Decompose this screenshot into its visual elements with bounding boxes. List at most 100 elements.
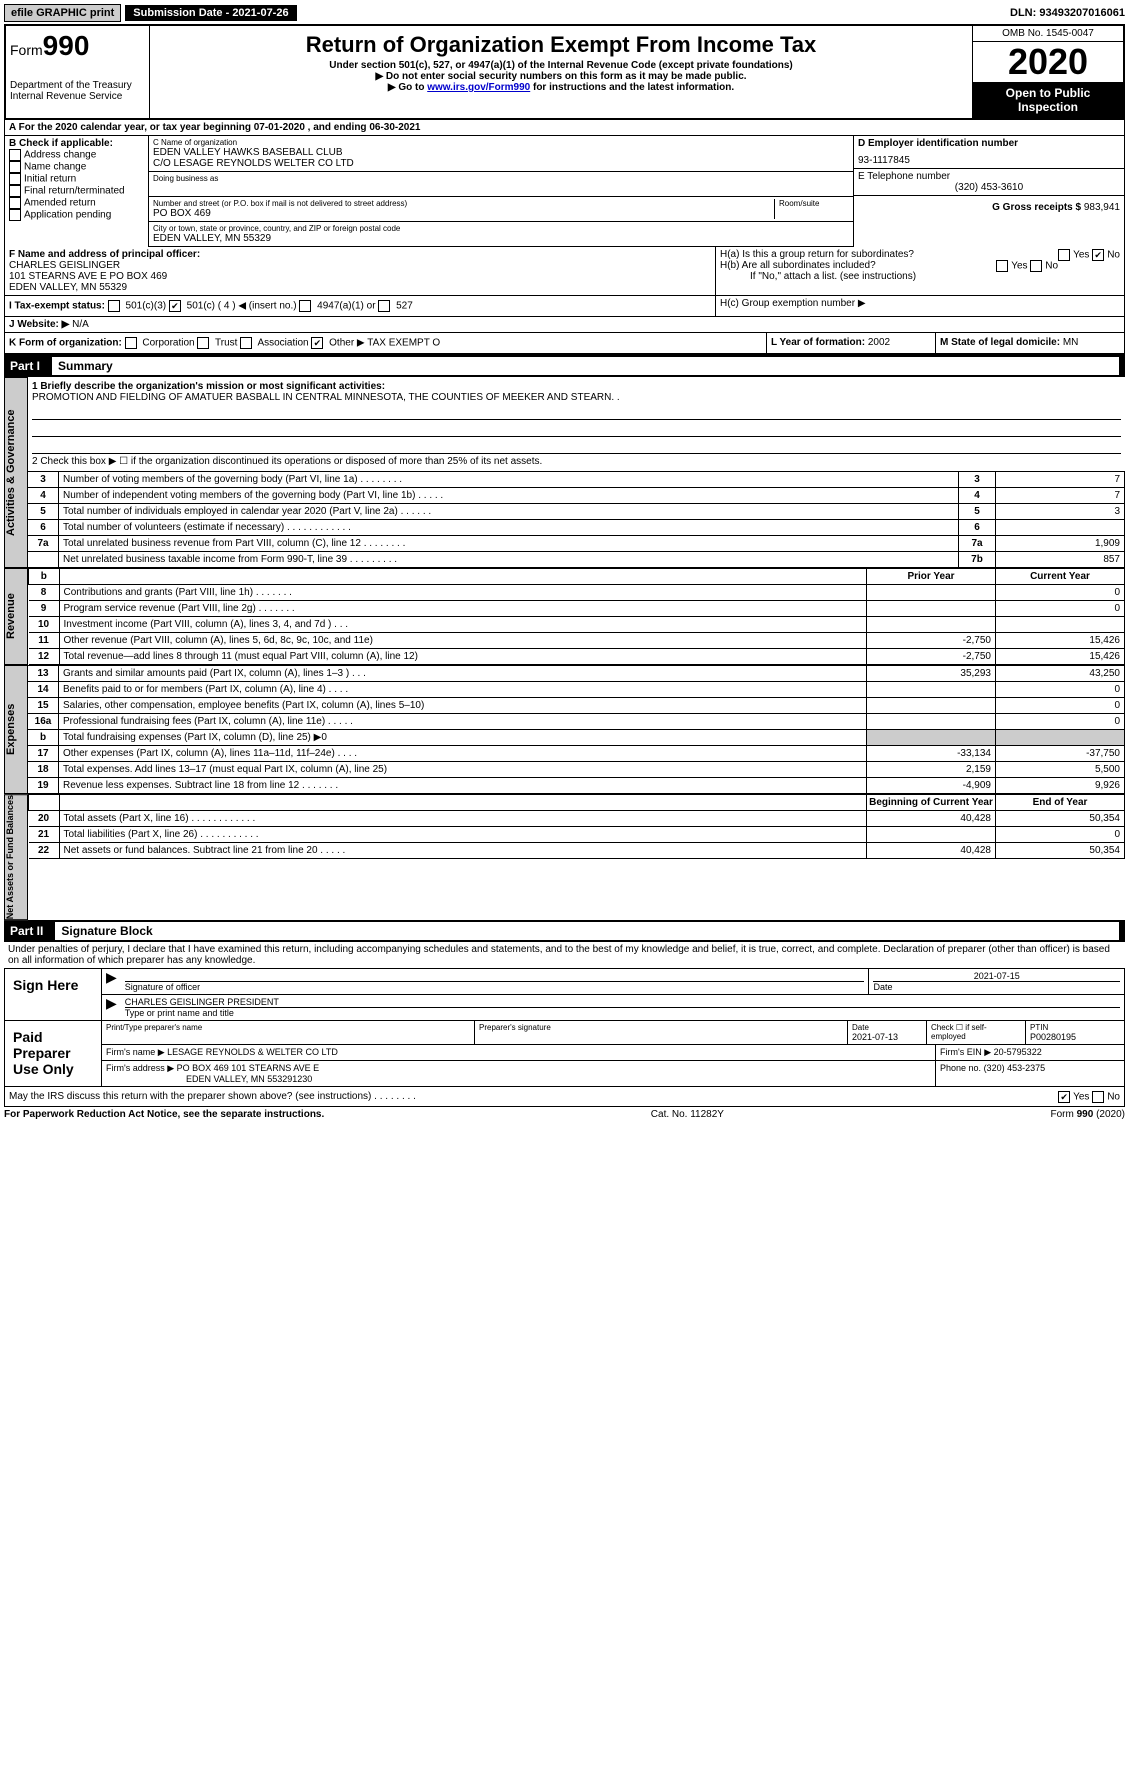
discuss-yes[interactable]: ✔: [1058, 1091, 1070, 1103]
chk-other[interactable]: ✔: [311, 337, 323, 349]
year-formation-value: 2002: [868, 337, 890, 348]
ein-label: D Employer identification number: [858, 138, 1120, 149]
chk-501c3[interactable]: [108, 300, 120, 312]
footer: For Paperwork Reduction Act Notice, see …: [4, 1107, 1125, 1122]
ptin-value: P00280195: [1030, 1032, 1120, 1042]
subtitle-1: Under section 501(c), 527, or 4947(a)(1)…: [154, 60, 968, 71]
entity-info-block: B Check if applicable: Address change Na…: [4, 136, 1125, 355]
chk-4947[interactable]: [299, 300, 311, 312]
city-label: City or town, state or province, country…: [153, 224, 849, 233]
table-row: 4Number of independent voting members of…: [28, 488, 1125, 504]
table-row: 15Salaries, other compensation, employee…: [28, 698, 1125, 714]
vlabel-expenses: Expenses: [4, 665, 28, 794]
chk-address[interactable]: Address change: [9, 149, 144, 161]
tax-period: A For the 2020 calendar year, or tax yea…: [4, 120, 1125, 136]
sig-date-label: Date: [873, 981, 1120, 992]
chk-final[interactable]: Final return/terminated: [9, 185, 144, 197]
table-row: 7aTotal unrelated business revenue from …: [28, 536, 1125, 552]
expenses-table: 13Grants and similar amounts paid (Part …: [28, 665, 1125, 794]
part1-header: Part I Summary: [4, 355, 1125, 377]
table-row: Net unrelated business taxable income fr…: [28, 552, 1125, 568]
gross-label: G Gross receipts $: [992, 202, 1081, 213]
tax-status-label: I Tax-exempt status:: [9, 301, 105, 312]
group-ha: H(a) Is this a group return for subordin…: [720, 249, 1120, 260]
arrow-icon: ▶: [102, 995, 121, 1020]
efile-button[interactable]: efile GRAPHIC print: [4, 4, 121, 22]
group-hb-note: If "No," attach a list. (see instruction…: [720, 271, 1120, 282]
vlabel-governance: Activities & Governance: [4, 377, 28, 568]
sign-here-label: Sign Here: [5, 969, 102, 1020]
subtitle-2: ▶ Do not enter social security numbers o…: [154, 71, 968, 82]
website-label: J Website: ▶: [9, 319, 69, 330]
org-city: EDEN VALLEY, MN 55329: [153, 233, 849, 244]
chk-trust[interactable]: [197, 337, 209, 349]
firm-city: EDEN VALLEY, MN 553291230: [106, 1074, 931, 1084]
perjury-statement: Under penalties of perjury, I declare th…: [4, 942, 1125, 968]
part2-header: Part II Signature Block: [4, 920, 1125, 942]
form-org-label: K Form of organization:: [9, 338, 122, 349]
dln-label: DLN: 93493207016061: [1010, 7, 1125, 19]
firm-phone: (320) 453-2375: [984, 1063, 1046, 1073]
table-row: 3Number of voting members of the governi…: [28, 472, 1125, 488]
table-row: 20Total assets (Part X, line 16) . . . .…: [29, 811, 1125, 827]
sig-date: 2021-07-15: [873, 971, 1120, 981]
chk-initial[interactable]: Initial return: [9, 173, 144, 185]
discuss-no[interactable]: [1092, 1091, 1104, 1103]
table-row: 8Contributions and grants (Part VIII, li…: [29, 585, 1125, 601]
chk-501c[interactable]: ✔: [169, 300, 181, 312]
chk-pending[interactable]: Application pending: [9, 209, 144, 221]
form-title: Return of Organization Exempt From Incom…: [154, 32, 968, 58]
checkbox-header: B Check if applicable:: [9, 138, 144, 149]
omb-number: OMB No. 1545-0047: [973, 26, 1123, 42]
table-row: 5Total number of individuals employed in…: [28, 504, 1125, 520]
mission-question: 1 Briefly describe the organization's mi…: [32, 381, 1121, 392]
ptin-label: PTIN: [1030, 1023, 1120, 1032]
ein-value: 93-1117845: [858, 155, 1120, 166]
vlabel-revenue: Revenue: [4, 568, 28, 665]
firm-addr: PO BOX 469 101 STEARNS AVE E: [177, 1063, 319, 1073]
org-name-label: C Name of organization: [153, 138, 849, 147]
chk-corp[interactable]: [125, 337, 137, 349]
website-value: N/A: [72, 319, 89, 330]
other-value: TAX EXEMPT O: [367, 338, 440, 349]
officer-label: F Name and address of principal officer:: [9, 249, 711, 260]
open-inspection-badge: Open to Public Inspection: [973, 82, 1123, 118]
form-ref: Form 990 (2020): [1051, 1109, 1125, 1120]
firm-addr-label: Firm's address ▶: [106, 1063, 174, 1073]
irs-link[interactable]: www.irs.gov/Form990: [427, 82, 530, 93]
firm-ein: 20-5795322: [994, 1047, 1042, 1057]
table-row: 22Net assets or fund balances. Subtract …: [29, 843, 1125, 859]
addr-label: Number and street (or P.O. box if mail i…: [153, 199, 774, 208]
phone-label: E Telephone number: [858, 171, 1120, 182]
org-care-of: C/O LESAGE REYNOLDS WELTER CO LTD: [153, 158, 849, 169]
org-name: EDEN VALLEY HAWKS BASEBALL CLUB: [153, 147, 849, 158]
chk-assoc[interactable]: [240, 337, 252, 349]
chk-amended[interactable]: Amended return: [9, 197, 144, 209]
domicile-label: M State of legal domicile:: [940, 337, 1060, 348]
submission-date-button[interactable]: Submission Date - 2021-07-26: [125, 5, 296, 21]
line-2: 2 Check this box ▶ ☐ if the organization…: [32, 456, 1121, 467]
firm-ein-label: Firm's EIN ▶: [940, 1047, 991, 1057]
pra-notice: For Paperwork Reduction Act Notice, see …: [4, 1109, 324, 1120]
table-row: 17Other expenses (Part IX, column (A), l…: [28, 746, 1125, 762]
sig-officer-label: Signature of officer: [125, 981, 865, 992]
org-address: PO BOX 469: [153, 208, 774, 219]
table-row: 18Total expenses. Add lines 13–17 (must …: [28, 762, 1125, 778]
dba-label: Doing business as: [153, 174, 849, 183]
paid-preparer-block: Paid Preparer Use Only Print/Type prepar…: [4, 1021, 1125, 1087]
table-row: 11Other revenue (Part VIII, column (A), …: [29, 633, 1125, 649]
form-number: Form990: [10, 30, 145, 62]
sign-here-block: Sign Here ▶ Signature of officer 2021-07…: [4, 968, 1125, 1021]
chk-name[interactable]: Name change: [9, 161, 144, 173]
officer-printed-name: CHARLES GEISLINGER PRESIDENT: [125, 997, 1120, 1007]
arrow-icon: ▶: [102, 969, 121, 994]
table-row: 12Total revenue—add lines 8 through 11 (…: [29, 649, 1125, 665]
subtitle-3: ▶ Go to www.irs.gov/Form990 for instruct…: [154, 82, 968, 93]
table-row: 14Benefits paid to or for members (Part …: [28, 682, 1125, 698]
table-row: bTotal fundraising expenses (Part IX, co…: [28, 730, 1125, 746]
chk-527[interactable]: [378, 300, 390, 312]
firm-name: LESAGE REYNOLDS & WELTER CO LTD: [167, 1047, 338, 1057]
domicile-value: MN: [1063, 337, 1079, 348]
balances-table: Beginning of Current Year End of Year 20…: [28, 794, 1125, 859]
group-hc: H(c) Group exemption number ▶: [716, 296, 1124, 317]
